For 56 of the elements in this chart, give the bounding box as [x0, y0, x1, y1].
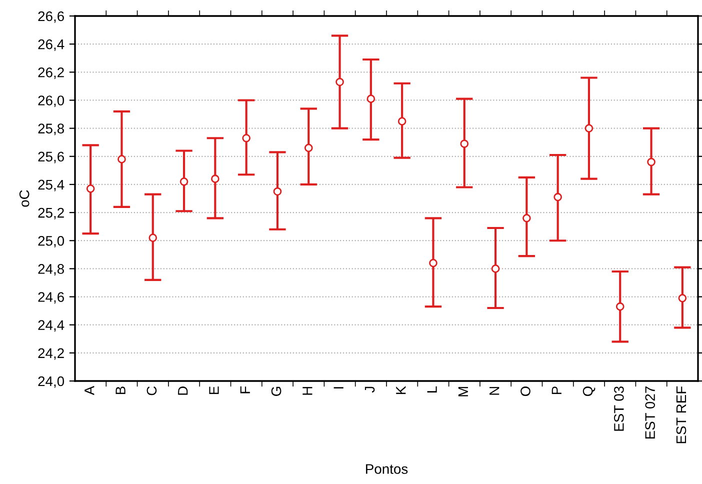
point — [460, 140, 469, 148]
y-tick-label: 25,0 — [38, 236, 64, 248]
x-tick-label: G — [271, 386, 282, 396]
point — [366, 94, 376, 103]
x-tick-label: EST REF — [676, 386, 686, 444]
y-tick-label: 25,8 — [38, 124, 64, 136]
point — [118, 155, 126, 164]
x-tick-label: F — [240, 386, 250, 394]
point — [180, 177, 188, 186]
x-tick-label: Q — [582, 386, 596, 396]
y-tick-label: 24,6 — [38, 292, 64, 304]
x-tick-label: C — [146, 386, 157, 396]
x-tick-label: P — [552, 386, 562, 394]
x-tick-label: D — [178, 386, 188, 395]
y-tick-label: 24,0 — [38, 376, 64, 388]
x-tick-label: M — [458, 387, 468, 396]
point — [211, 174, 220, 184]
x-tick-label: B — [116, 386, 126, 394]
x-tick-label: J — [364, 386, 375, 393]
y-tick-label: 25,2 — [38, 208, 64, 220]
y-tick-label: 24,2 — [38, 348, 64, 360]
point — [491, 264, 500, 273]
x-tick-label: EST 027 — [645, 386, 656, 439]
x-tick-label: L — [427, 386, 437, 392]
point — [522, 214, 531, 222]
x-tick-label: O — [520, 386, 530, 396]
point — [616, 302, 624, 311]
y-axis-title: oC — [19, 190, 30, 207]
point — [647, 158, 656, 166]
y-tick-label: 25,6 — [38, 152, 64, 164]
point — [86, 184, 95, 193]
point — [398, 117, 406, 126]
point — [429, 258, 438, 268]
x-tick-label: EST 03 — [614, 386, 624, 431]
y-tick-label: 26,0 — [38, 96, 64, 108]
x-axis-title: Pontos — [366, 464, 408, 474]
point — [678, 294, 687, 302]
point — [336, 78, 344, 86]
point — [148, 234, 158, 242]
point — [584, 124, 594, 132]
y-tick-label: 26,4 — [38, 39, 64, 51]
point — [304, 144, 313, 152]
x-tick-label: I — [334, 387, 344, 388]
y-tick-label: 24,4 — [38, 320, 64, 332]
x-tick-label: E — [209, 386, 219, 394]
y-tick-label: 25,4 — [38, 180, 64, 192]
y-tick-label: 24,8 — [38, 264, 64, 276]
y-tick-label: 26,6 — [38, 11, 64, 23]
x-tick-label: N — [490, 386, 500, 395]
point — [273, 187, 282, 196]
point — [554, 192, 562, 202]
x-tick-label: A — [84, 386, 94, 396]
point — [242, 134, 250, 142]
x-tick-label: H — [302, 386, 312, 395]
y-tick-label: 26,2 — [38, 67, 64, 79]
x-tick-label: K — [396, 386, 406, 394]
